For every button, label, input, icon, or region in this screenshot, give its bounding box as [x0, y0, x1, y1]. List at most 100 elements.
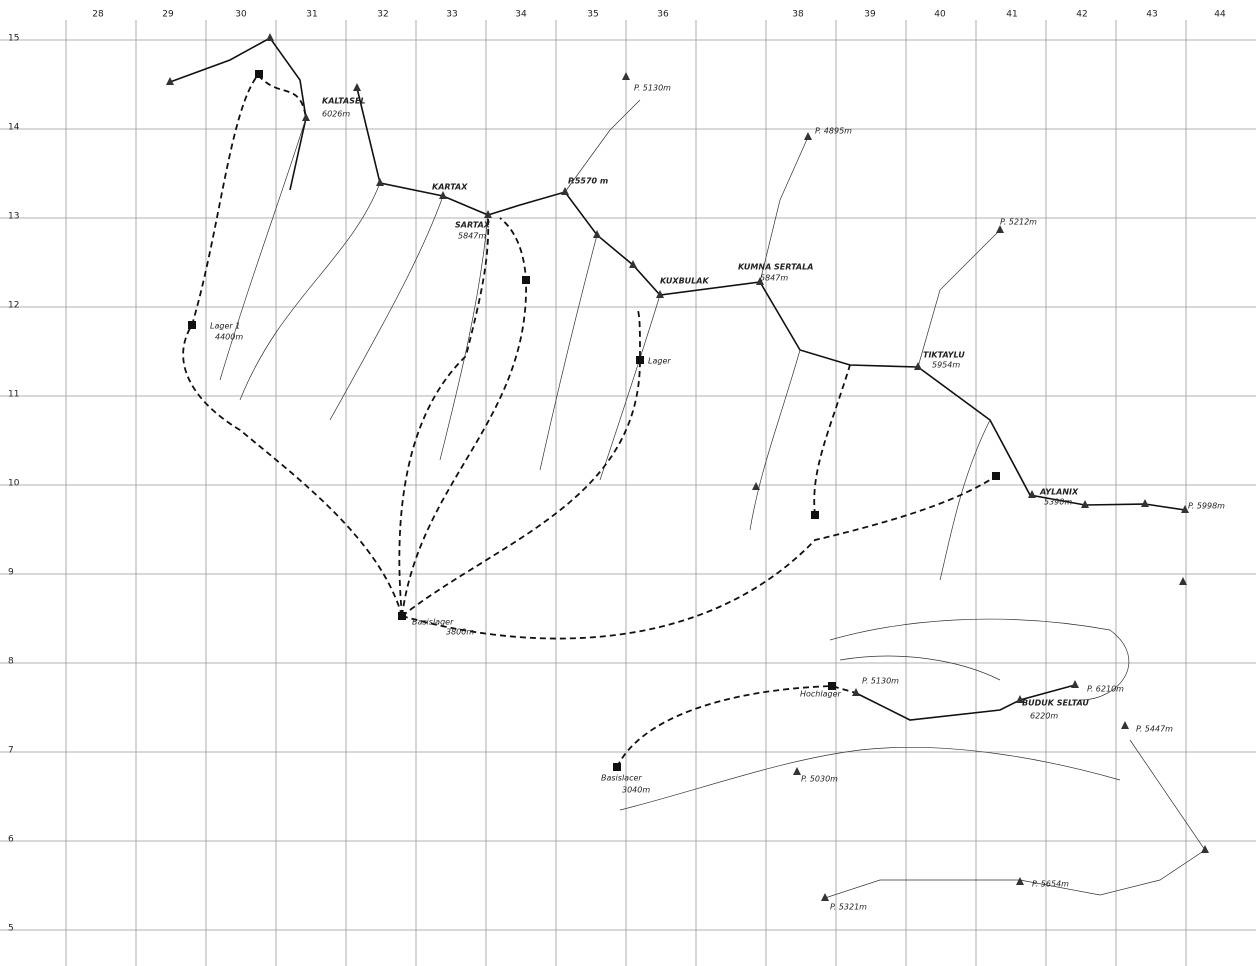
column-label: 34	[515, 10, 527, 20]
ridge	[855, 684, 1076, 721]
peak	[439, 191, 447, 199]
camp	[636, 356, 644, 364]
ridge	[356, 87, 1186, 511]
grid: 28 29 30 31 32 33 34 35 36 38 39 40 41 42 43 44 15 14 13 12…	[0, 10, 1256, 966]
peak	[622, 72, 630, 80]
column-label: 43	[1146, 10, 1157, 20]
row-label: 11	[8, 390, 19, 400]
place-label: 3800m	[446, 628, 474, 637]
peak	[756, 277, 764, 285]
peak	[1028, 490, 1036, 498]
place-label: P. 5321m	[830, 903, 867, 912]
place-label: 4400m	[215, 333, 243, 342]
peak	[821, 893, 829, 901]
ridge	[917, 229, 1001, 368]
place-label: SARTAX	[455, 221, 491, 230]
column-label: 30	[235, 10, 247, 20]
peak	[1121, 721, 1129, 729]
place-label: KUMNA SERTALA	[738, 263, 813, 272]
place-label: P.5570 m	[568, 177, 608, 186]
peak	[353, 83, 361, 91]
place-label: 5847m	[760, 274, 788, 283]
peak	[852, 688, 860, 696]
peak	[629, 260, 637, 268]
peak	[484, 210, 492, 218]
valley	[219, 117, 991, 581]
place-label: 5390m	[1044, 498, 1072, 507]
route	[616, 685, 857, 768]
place-label: 5847m	[458, 232, 486, 241]
place-label: Lager	[648, 357, 671, 366]
route	[401, 475, 997, 640]
place-label: 6220m	[1030, 712, 1058, 721]
peak	[1016, 877, 1024, 885]
route	[401, 309, 641, 617]
place-label: P. 5447m	[1136, 725, 1173, 734]
column-label: 28	[92, 10, 104, 20]
place-label: 6026m	[322, 110, 350, 119]
route	[182, 73, 403, 617]
column-label: 31	[306, 10, 317, 20]
peak	[914, 362, 922, 370]
camp	[992, 472, 1000, 480]
place-label: P. 5212m	[1000, 218, 1037, 227]
place-label: P. 5654m	[1032, 880, 1069, 889]
ridge	[169, 36, 307, 191]
peak	[996, 225, 1004, 233]
peak	[166, 77, 174, 85]
peak	[804, 132, 812, 140]
row-label: 13	[8, 212, 19, 222]
camp	[255, 70, 263, 78]
column-label: 39	[864, 10, 876, 20]
column-label: 32	[377, 10, 388, 20]
row-label: 8	[8, 657, 14, 667]
place-label: Hochlager	[800, 690, 842, 699]
place-label: Basislacer	[601, 774, 642, 783]
camp	[398, 612, 406, 620]
peak	[656, 290, 664, 298]
labels: KALTASEL 6026m KARTAX SARTAX 5847m P.5570 m P.…	[210, 84, 1225, 912]
column-label: 38	[792, 10, 804, 20]
place-label: Lager 1	[210, 322, 240, 331]
column-label: 40	[934, 10, 946, 20]
place-label: P. 5130m	[634, 84, 671, 93]
peak	[593, 230, 601, 238]
route	[398, 214, 490, 617]
peak	[266, 33, 274, 41]
ridge	[824, 879, 1020, 899]
peak	[752, 482, 760, 490]
row-label: 15	[8, 34, 19, 44]
peak	[1016, 695, 1024, 703]
place-label: KALTASEL	[322, 97, 366, 106]
camp	[828, 682, 836, 690]
place-label: P. 4895m	[815, 127, 852, 136]
place-label: P. 6210m	[1087, 685, 1124, 694]
column-label: 29	[162, 10, 174, 20]
ridge	[1019, 739, 1206, 896]
row-label: 9	[8, 568, 14, 578]
column-label: 44	[1214, 10, 1226, 20]
peak	[1081, 500, 1089, 508]
place-label: P. 5130m	[862, 677, 899, 686]
column-label: 33	[446, 10, 457, 20]
row-label: 7	[8, 746, 14, 756]
place-label: BUDUK SELTAU	[1022, 699, 1089, 708]
row-label: 10	[8, 479, 20, 489]
peak	[302, 113, 310, 121]
place-label: AYLANIX	[1039, 488, 1079, 497]
place-label: 5954m	[932, 361, 960, 370]
ridges	[169, 36, 1206, 899]
camp	[613, 763, 621, 771]
column-label: 35	[587, 10, 598, 20]
place-label: 3040m	[622, 786, 650, 795]
camp	[811, 511, 819, 519]
place-label: KARTAX	[432, 183, 468, 192]
route	[813, 364, 851, 516]
peak	[1179, 577, 1187, 585]
peak	[1181, 505, 1189, 513]
column-label: 41	[1006, 10, 1017, 20]
camp	[188, 321, 196, 329]
routes	[182, 73, 997, 768]
place-label: TIKTAYLU	[923, 351, 965, 360]
